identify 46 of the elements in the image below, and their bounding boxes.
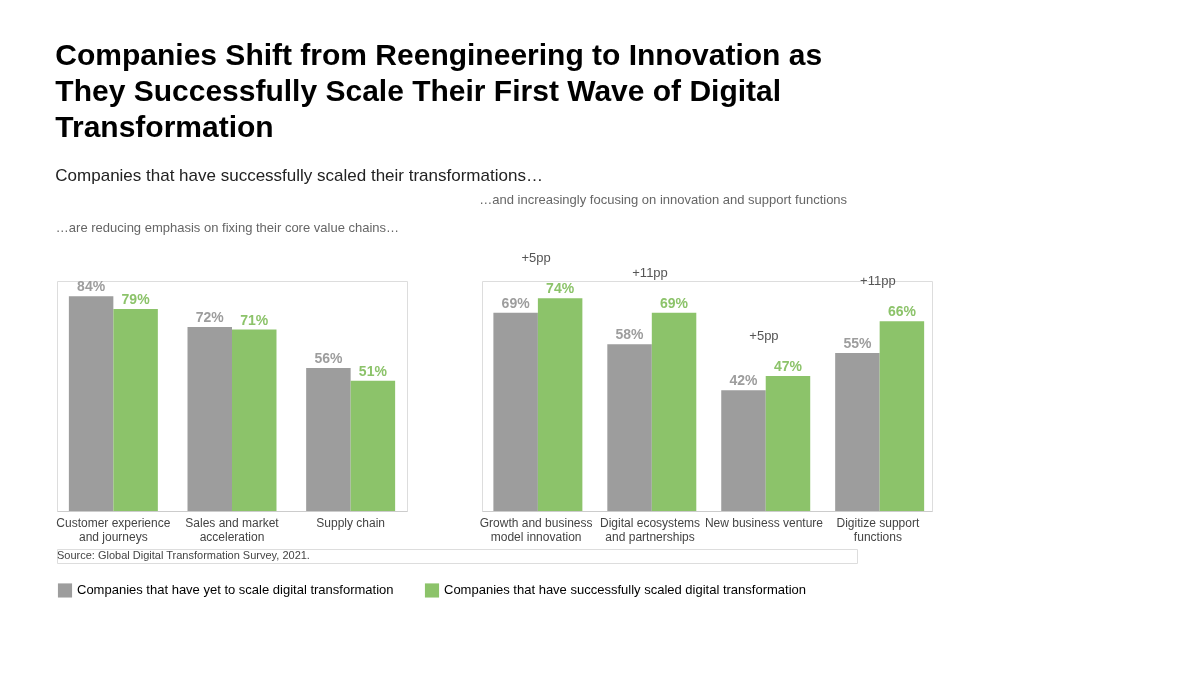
legend-label: Companies that have successfully scaled digital transformation bbox=[444, 582, 807, 598]
x-tick-label: Sales and market acceleration bbox=[185, 515, 280, 544]
data-label: 69% bbox=[501, 294, 531, 311]
annotation: +11pp bbox=[632, 264, 668, 280]
x-tick-label: Customer experience and journeys bbox=[56, 515, 171, 544]
bar bbox=[765, 375, 811, 511]
bar bbox=[493, 312, 538, 511]
data-label: 69% bbox=[660, 294, 689, 311]
data-label: 55% bbox=[843, 334, 872, 351]
bar bbox=[607, 344, 652, 511]
text: …are reducing emphasis on fixing their core value chains… bbox=[55, 220, 400, 236]
chart-title: …and increasingly focusing on innovation and support functions bbox=[479, 192, 848, 208]
data-label: 84% bbox=[77, 278, 106, 295]
data-label: 58% bbox=[615, 326, 645, 343]
data-label: 74% bbox=[546, 280, 575, 297]
legend-label: Companies that have yet to scale digital transformation bbox=[77, 582, 394, 598]
bar bbox=[68, 296, 114, 511]
data-label: 51% bbox=[358, 362, 388, 379]
x-tick-label: Growth and business model innovation bbox=[479, 515, 593, 544]
data-label: 71% bbox=[240, 311, 269, 328]
bar bbox=[879, 321, 925, 511]
bar bbox=[187, 327, 232, 511]
bar bbox=[721, 390, 766, 511]
bar bbox=[835, 352, 880, 511]
data-label: 47% bbox=[773, 357, 803, 374]
data-label: 56% bbox=[314, 349, 343, 366]
x-tick-label: New business venture bbox=[704, 515, 824, 530]
annotation: +5pp bbox=[749, 327, 779, 343]
data-label: 66% bbox=[887, 303, 917, 320]
x-tick-label: Digital ecosystems and partnerships bbox=[600, 515, 701, 544]
bar bbox=[350, 380, 396, 511]
bar bbox=[232, 329, 277, 511]
source-note: Source: Global Digital Transformation Survey, 2021. bbox=[57, 549, 310, 561]
bar bbox=[537, 298, 583, 511]
annotation: +5pp bbox=[521, 250, 551, 266]
bar bbox=[113, 309, 158, 511]
bar bbox=[651, 312, 697, 511]
x-tick-label: Supply chain bbox=[316, 515, 385, 530]
data-label: 79% bbox=[121, 291, 151, 308]
bar bbox=[306, 367, 351, 511]
chart-subtitle: Companies that have successfully scaled their transformations… bbox=[55, 165, 543, 185]
data-label: 42% bbox=[729, 372, 759, 389]
data-label: 72% bbox=[195, 309, 225, 325]
x-tick-label: Digitize support functions bbox=[836, 515, 920, 544]
annotation: +11pp bbox=[860, 273, 896, 289]
chart-title: Companies Shift from Reengineering to Innovation as They Successfully Scale Their First Wave of Digital Transformation bbox=[55, 37, 823, 143]
